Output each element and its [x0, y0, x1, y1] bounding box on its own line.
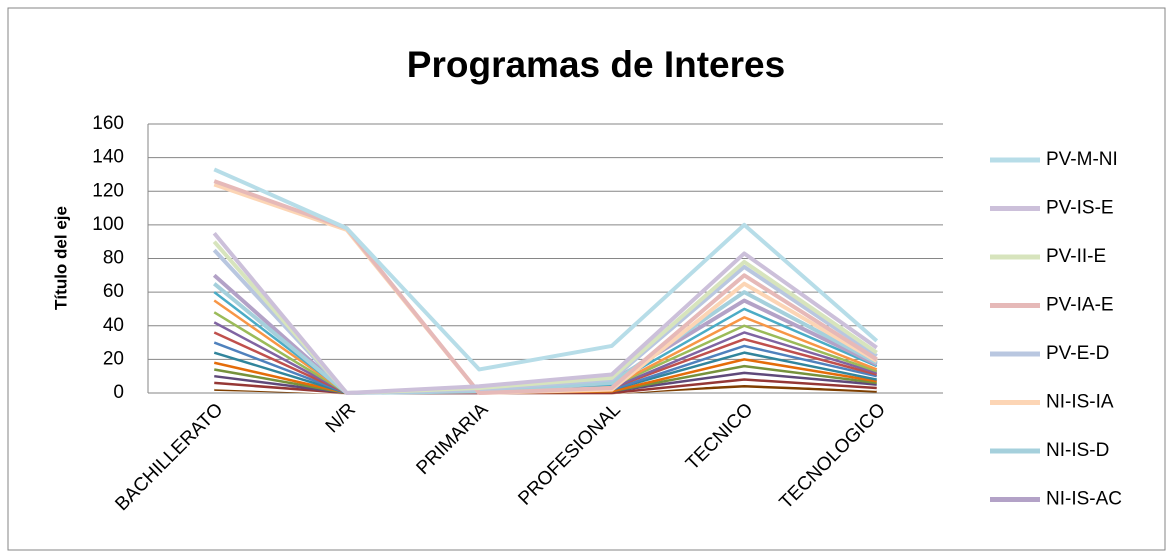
chart-title: Programas de Interes [407, 44, 785, 85]
legend-label: NI-IS-AC [1046, 489, 1122, 510]
y-tick-label: 100 [92, 214, 124, 235]
legend-label: NI-IS-IA [1046, 392, 1114, 413]
y-tick-label: 80 [103, 248, 124, 269]
y-tick-label: 60 [103, 281, 124, 302]
series-line [212, 232, 878, 395]
y-tick-label: 20 [103, 348, 124, 369]
y-axis-title: Título del eje [51, 206, 70, 310]
legend-label: PV-II-E [1046, 246, 1106, 267]
chart-border [7, 7, 1166, 551]
y-tick-label: 120 [92, 180, 124, 201]
legend-label: PV-IS-E [1046, 198, 1114, 219]
series-line [212, 282, 878, 395]
legend-label: PV-E-D [1046, 343, 1109, 364]
legend-label: PV-M-NI [1046, 149, 1118, 170]
y-tick-label: 140 [92, 147, 124, 168]
y-tick-label: 40 [103, 315, 124, 336]
y-tick-label: 0 [113, 382, 124, 403]
y-tick-label: 160 [92, 113, 124, 134]
legend-label: PV-IA-E [1046, 295, 1114, 316]
legend-label: NI-IS-D [1046, 440, 1109, 461]
series-line [213, 167, 879, 372]
